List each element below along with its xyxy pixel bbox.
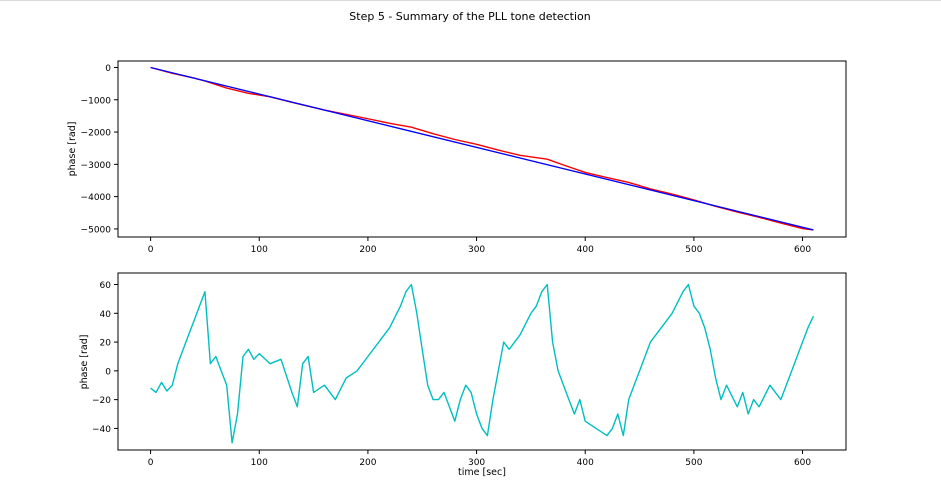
bottom-ytick-label: −40 (92, 425, 111, 435)
bottom-ytick-label: −20 (92, 396, 111, 406)
bottom-subplot-ylabel: phase [rad] (79, 335, 90, 390)
top-ytick-label: −3000 (81, 161, 112, 171)
bottom-ytick-label: 40 (100, 310, 112, 320)
top-xtick-label: 600 (794, 245, 811, 255)
top-subplot-ylabel: phase [rad] (67, 122, 78, 177)
top-ytick-label: −1000 (81, 96, 112, 106)
top-ytick-label: 0 (105, 64, 111, 74)
bottom-xtick-label: 300 (468, 458, 485, 468)
figure-title: Step 5 - Summary of the PLL tone detecti… (349, 10, 590, 23)
top-xtick-label: 300 (468, 245, 485, 255)
top-ytick-label: −4000 (81, 193, 112, 203)
bottom-ytick-label: 20 (100, 339, 112, 349)
bottom-xtick-label: 0 (148, 458, 154, 468)
bottom-xtick-label: 200 (359, 458, 376, 468)
bottom-xtick-label: 600 (794, 458, 811, 468)
top-xtick-label: 0 (148, 245, 154, 255)
top-xtick-label: 500 (685, 245, 702, 255)
bottom-subplot-frame (117, 272, 847, 451)
bottom-subplot-xlabel: time [sec] (458, 467, 506, 478)
top-subplot: phase [rad] 0 100 200 300 400 500 600 0 −1000 −20… (67, 60, 847, 255)
top-ytick-label: −2000 (81, 129, 112, 139)
bottom-ytick-label: 60 (100, 281, 112, 291)
bottom-xtick-label: 400 (577, 458, 594, 468)
top-subplot-frame (117, 60, 847, 238)
top-xtick-label: 200 (359, 245, 376, 255)
top-ytick-label: −5000 (81, 225, 112, 235)
top-series-2-line (150, 66, 814, 231)
window-top-border (0, 0, 941, 1)
bottom-subplot: phase [rad] time [sec] 0 100 200 300 400 500 6… (79, 272, 847, 478)
bottom-ytick-label: 0 (105, 367, 111, 377)
bottom-series-1-line (150, 283, 815, 444)
bottom-xtick-label: 100 (251, 458, 268, 468)
top-xtick-label: 400 (577, 245, 594, 255)
bottom-xtick-label: 500 (685, 458, 702, 468)
top-xtick-label: 100 (251, 245, 268, 255)
